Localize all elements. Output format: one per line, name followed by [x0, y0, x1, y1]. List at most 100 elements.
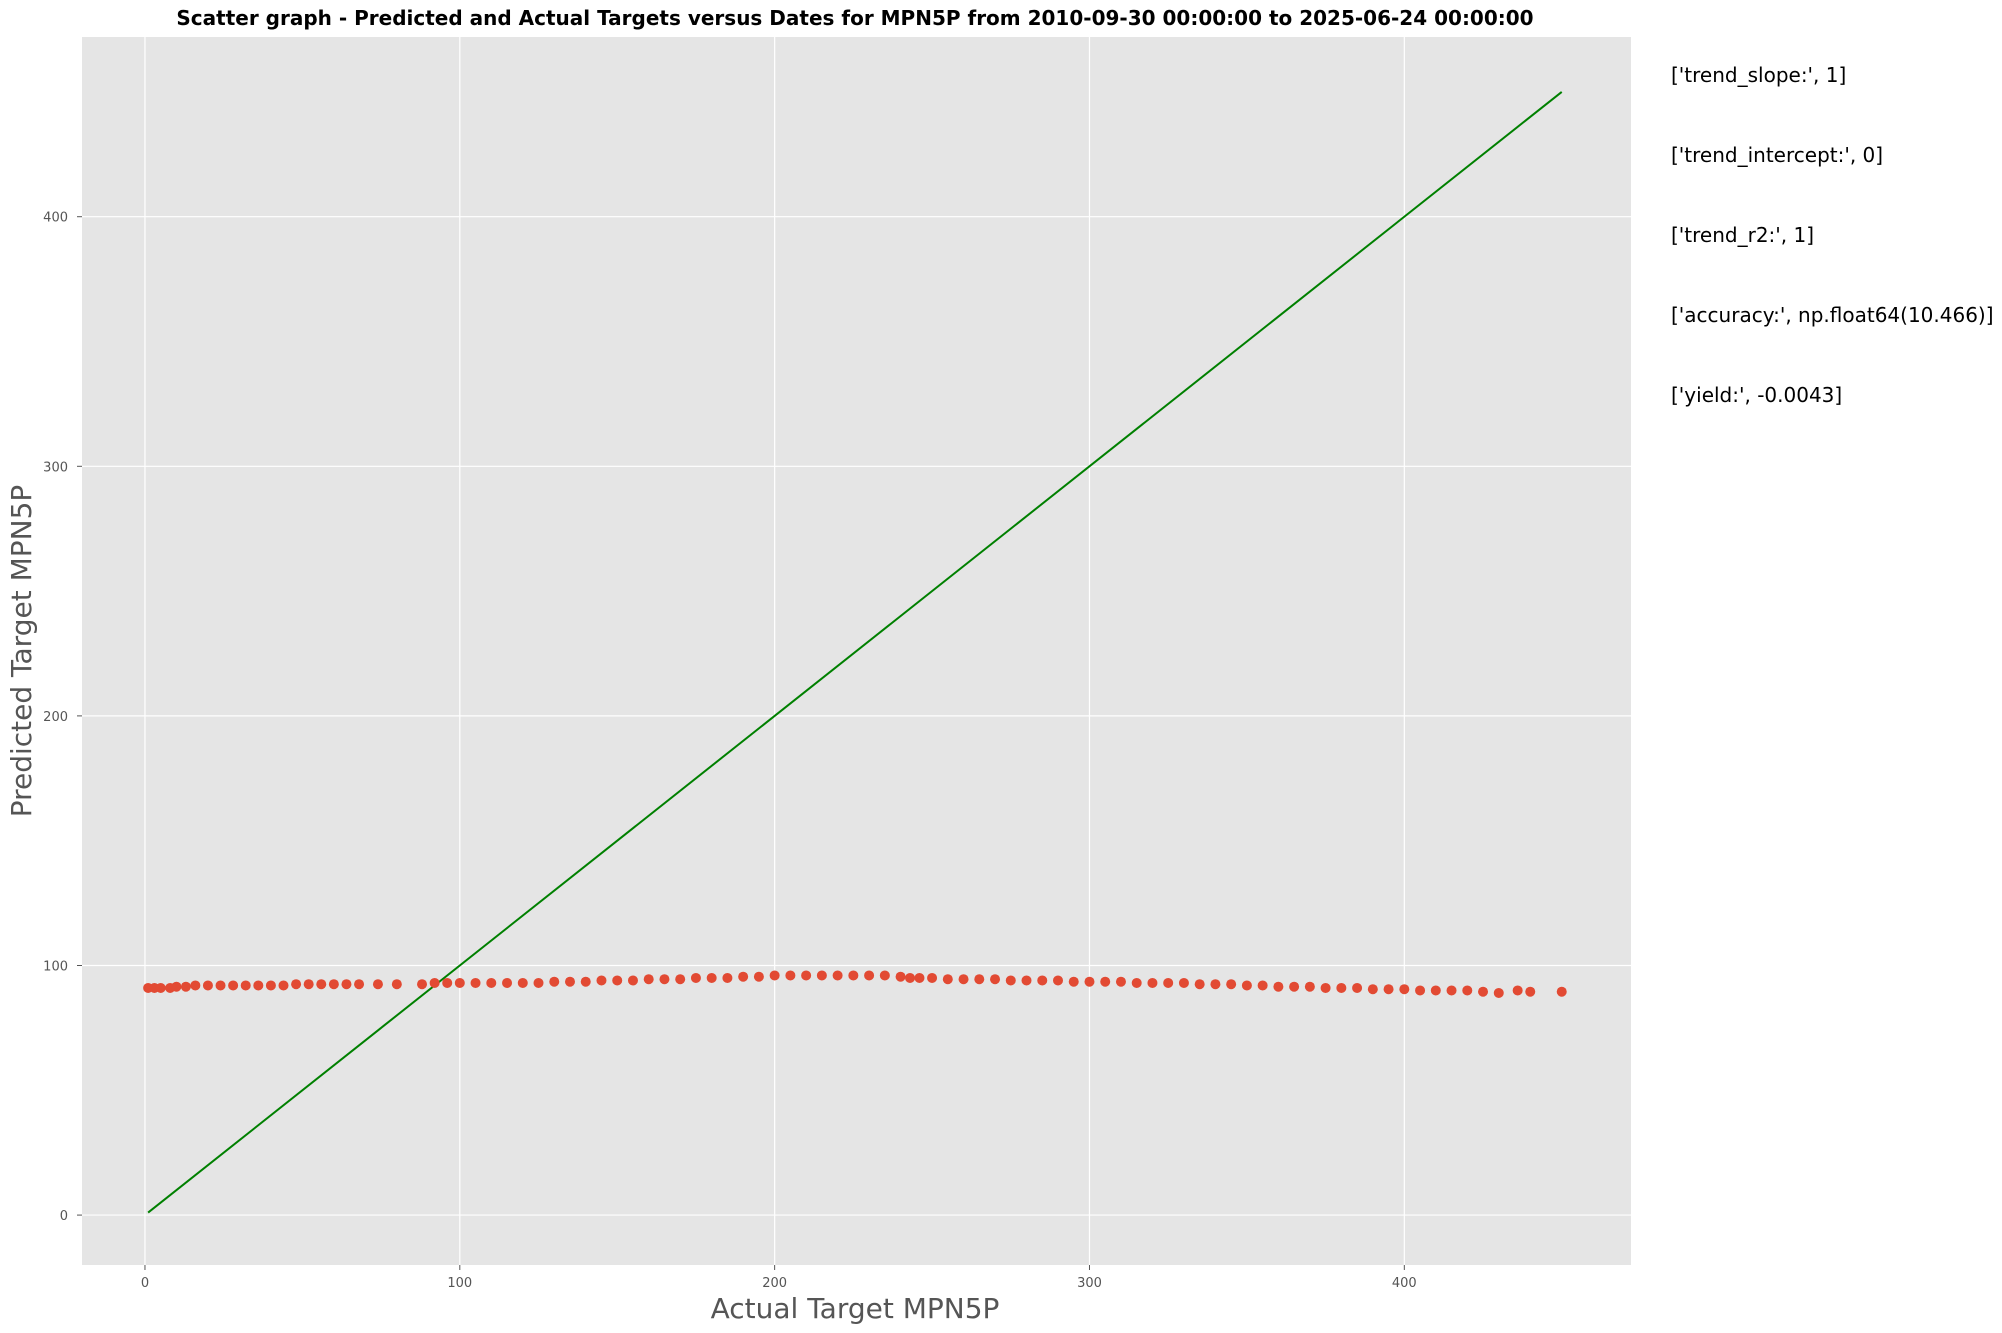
grid-lines	[82, 37, 1631, 1265]
scatter-point	[253, 980, 264, 991]
scatter-point	[1210, 979, 1221, 990]
scatter-point	[1147, 977, 1158, 988]
scatter-point	[1304, 981, 1315, 992]
y-tick-label: 0	[60, 1209, 68, 1224]
scatter-point	[1415, 985, 1426, 996]
scatter-point	[974, 974, 985, 985]
scatter-point	[180, 981, 191, 992]
annotation-trend-slope: ['trend_slope:', 1]	[1671, 63, 1846, 87]
scatter-point	[958, 974, 969, 985]
y-tick-label: 300	[43, 460, 68, 475]
scatter-point	[905, 972, 916, 983]
scatter-point	[354, 979, 365, 990]
scatter-point	[1194, 979, 1205, 990]
scatter-point	[753, 971, 764, 982]
x-tick-label: 400	[1392, 1276, 1417, 1291]
scatter-point	[328, 979, 339, 990]
scatter-point	[1493, 987, 1504, 998]
trend-line	[147, 91, 1563, 1214]
scatter-point	[1512, 985, 1523, 996]
y-tick-label: 200	[43, 710, 68, 725]
scatter-point	[303, 979, 314, 990]
scatter-point	[1131, 977, 1142, 988]
annotation-yield: ['yield:', -0.0043]	[1671, 383, 1842, 407]
scatter-point	[1021, 975, 1032, 986]
scatter-point	[1273, 981, 1284, 992]
scatter-point	[1399, 984, 1410, 995]
scatter-point	[1462, 985, 1473, 996]
scatter-point	[215, 980, 226, 991]
trend-line-layer	[147, 91, 1563, 1214]
chart-title: Scatter graph - Predicted and Actual Tar…	[176, 6, 1533, 30]
scatter-point	[895, 971, 906, 982]
scatter-point	[341, 979, 352, 990]
x-tick-label: 100	[447, 1276, 472, 1291]
scatter-point	[832, 970, 843, 981]
scatter-point	[1100, 976, 1111, 987]
scatter-point	[417, 979, 428, 990]
scatter-point	[1446, 985, 1457, 996]
scatter-point	[643, 974, 654, 985]
scatter-point	[627, 975, 638, 986]
scatter-point	[190, 980, 201, 991]
scatter-point	[942, 974, 953, 985]
scatter-point	[1084, 976, 1095, 987]
scatter-point	[171, 981, 182, 992]
scatter-point	[240, 980, 251, 991]
scatter-point	[769, 970, 780, 981]
scatter-point	[372, 979, 383, 990]
y-axis-label: Predicted Target MPN5P	[5, 485, 38, 818]
scatter-point	[675, 974, 686, 985]
scatter-point	[914, 972, 925, 983]
scatter-point	[429, 977, 440, 988]
scatter-point	[391, 979, 402, 990]
scatter-point	[502, 977, 513, 988]
scatter-point	[785, 970, 796, 981]
scatter-point	[1352, 982, 1363, 993]
scatter-point	[612, 975, 623, 986]
annotation-trend-intercept: ['trend_intercept:', 0]	[1671, 143, 1883, 167]
annotation-accuracy: ['accuracy:', np.float64(10.466)]	[1671, 303, 1994, 327]
scatter-point	[442, 977, 453, 988]
y-tick-label: 400	[43, 211, 68, 226]
scatter-point	[1241, 980, 1252, 991]
scatter-point	[1178, 977, 1189, 988]
annotation-trend-r2: ['trend_r2:', 1]	[1671, 223, 1814, 247]
scatter-point	[265, 980, 276, 991]
scatter-points	[143, 970, 1567, 998]
scatter-point	[1005, 975, 1016, 986]
scatter-point	[454, 977, 465, 988]
scatter-point	[1383, 984, 1394, 995]
scatter-point	[801, 970, 812, 981]
scatter-point	[1163, 977, 1174, 988]
scatter-point	[864, 970, 875, 981]
scatter-point	[1289, 981, 1300, 992]
scatter-point	[278, 980, 289, 991]
scatter-point	[228, 980, 239, 991]
scatter-point	[848, 970, 859, 981]
scatter-point	[316, 979, 327, 990]
scatter-point	[470, 977, 481, 988]
scatter-point	[1052, 975, 1063, 986]
scatter-point	[1320, 982, 1331, 993]
scatter-point	[1037, 975, 1048, 986]
scatter-point	[1367, 984, 1378, 995]
scatter-point	[549, 976, 560, 987]
y-tick-label: 100	[43, 959, 68, 974]
scatter-point	[659, 974, 670, 985]
axis-ticks: 0 100 200 300 400 0 100 200 300 400	[43, 211, 1417, 1291]
scatter-point	[879, 970, 890, 981]
scatter-point	[706, 972, 717, 983]
scatter-point	[738, 971, 749, 982]
scatter-point	[1430, 985, 1441, 996]
scatter-point	[690, 972, 701, 983]
scatter-point	[1115, 976, 1126, 987]
scatter-point	[722, 972, 733, 983]
scatter-point	[1336, 982, 1347, 993]
x-tick-label: 300	[1077, 1276, 1102, 1291]
x-axis-label: Actual Target MPN5P	[711, 1292, 1000, 1325]
scatter-point	[517, 977, 528, 988]
scatter-point	[1257, 980, 1268, 991]
scatter-point	[927, 972, 938, 983]
